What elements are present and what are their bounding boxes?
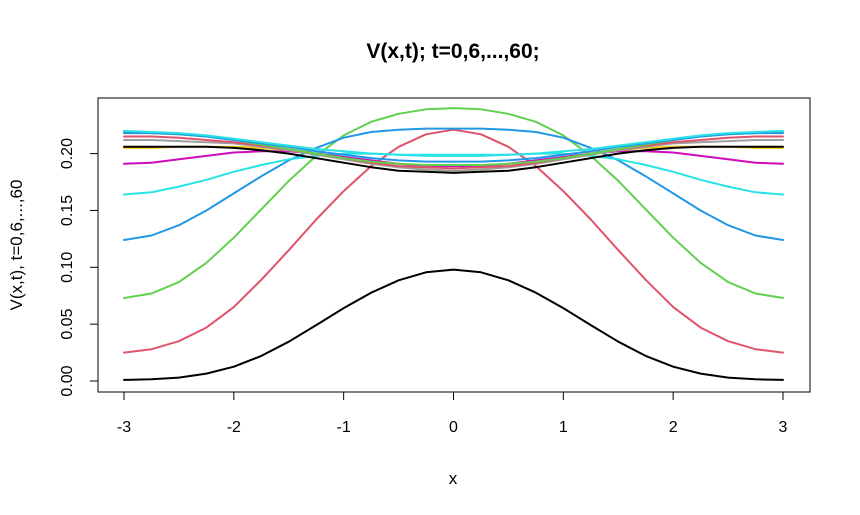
series-line-6 [123,150,784,168]
y-tick-label: 0.05 [59,308,76,339]
series-line-12 [123,132,784,163]
series-line-7 [123,145,784,172]
series-line-13 [123,129,784,156]
y-tick-label: 0.20 [59,138,76,169]
series-line-8 [123,139,784,172]
series-line-4 [123,127,784,241]
series-layer [123,107,784,381]
x-tick-label: 2 [669,419,678,436]
y-axis: 0.00 0.05 0.10 0.15 0.20 [59,138,99,397]
series-line-5 [123,152,784,196]
x-axis: -3 -2 -1 0 1 2 3 [117,391,788,436]
series-line-9 [123,145,784,174]
x-tick-label: -2 [227,419,241,436]
chart-title: V(x,t); t=0,6,...,60; [366,40,539,63]
x-tick-label: -3 [117,419,131,436]
series-line-1 [123,268,784,381]
series-line-2 [123,128,784,354]
x-tick-label: 1 [559,419,568,436]
x-tick-label: 3 [779,419,788,436]
y-tick-label: 0.10 [59,252,76,283]
y-axis-label: V(x,t), t=0,6,...,60 [7,180,26,311]
series-line-10 [123,135,784,170]
x-tick-label: -1 [337,419,351,436]
y-tick-label: 0.00 [59,365,76,396]
x-tick-label: 0 [449,419,458,436]
series-line-3 [123,107,784,299]
y-tick-label: 0.15 [59,195,76,226]
x-axis-label: x [449,469,458,488]
